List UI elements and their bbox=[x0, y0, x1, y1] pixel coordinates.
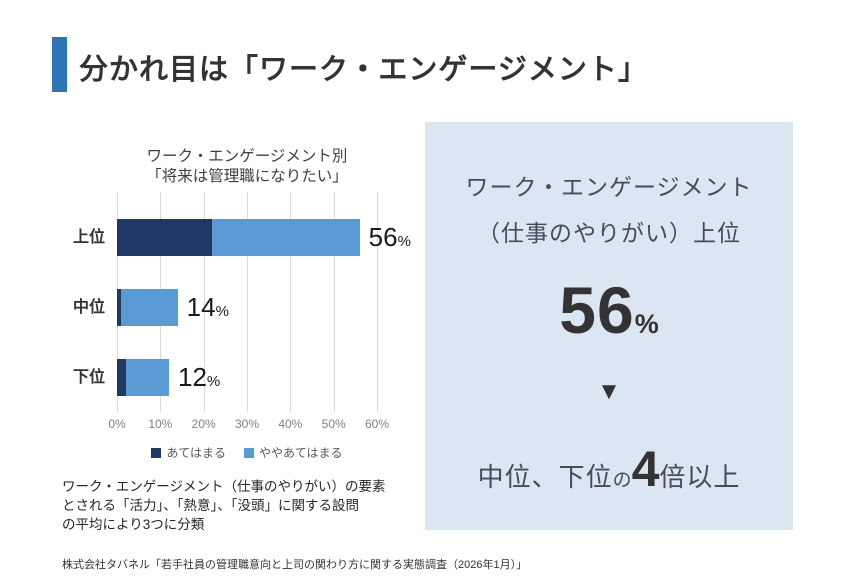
total-unit: % bbox=[215, 303, 229, 320]
chart-footnote: ワーク・エンゲージメント（仕事のやりがい）の要素 とされる「活力」、「熱意」、「… bbox=[62, 477, 434, 534]
bar-row: 中位 14% bbox=[73, 289, 377, 326]
conclusion-multiplier: 4 bbox=[631, 441, 660, 497]
bar-row: 上位 56% bbox=[73, 219, 411, 256]
title-accent-bar bbox=[52, 37, 67, 92]
total-label: 56% bbox=[369, 219, 411, 260]
x-tick-label: 20% bbox=[191, 417, 216, 431]
gridline bbox=[333, 192, 335, 412]
legend-swatch-somewhat-agree bbox=[244, 447, 254, 458]
panel-heading-line1: ワーク・エンゲージメント bbox=[465, 174, 753, 200]
gridline bbox=[203, 192, 205, 412]
legend-label: あてはまる bbox=[166, 446, 226, 460]
chart-title-line2: 「将来は管理職になりたい」 bbox=[146, 168, 348, 185]
chart-title-line1: ワーク・エンゲージメント別 bbox=[146, 148, 348, 165]
panel-number-unit: % bbox=[634, 309, 659, 339]
source-note: 株式会社タバネル「若手社員の管理職意向と上司の関わり方に関する実態調査（2026… bbox=[62, 559, 528, 571]
x-axis: 0% 10% 20% 30% 40% 50% 60% bbox=[108, 417, 389, 433]
panel-big-number: 56% bbox=[425, 272, 793, 348]
category-label: 下位 bbox=[72, 369, 105, 386]
gridline bbox=[247, 192, 248, 412]
bar-segment-somewhat-agree bbox=[212, 219, 360, 256]
total-label: 12% bbox=[178, 359, 220, 400]
footnote-line: とされる「活力」、「熱意」、「没頭」に関する設問 bbox=[62, 498, 359, 513]
total-unit: % bbox=[397, 233, 411, 250]
gridline bbox=[377, 192, 378, 412]
conclusion-prefix: 中位、下位 bbox=[477, 462, 613, 492]
total-value: 56 bbox=[368, 222, 398, 252]
total-label: 14% bbox=[187, 289, 229, 330]
bar-segment-agree bbox=[117, 359, 126, 396]
bar-segment-somewhat-agree bbox=[125, 359, 169, 396]
total-unit: % bbox=[206, 373, 221, 390]
conclusion-particle: の bbox=[612, 470, 632, 491]
panel-heading-line2: （仕事のやりがい）上位 bbox=[477, 220, 741, 246]
bar-segment-agree bbox=[117, 219, 213, 256]
down-arrow-icon: ▼ bbox=[597, 378, 621, 405]
x-tick-label: 60% bbox=[364, 417, 390, 431]
insight-panel: ワーク・エンゲージメント （仕事のやりがい）上位 56% ▼ 中位、下位の4倍以… bbox=[425, 122, 793, 530]
panel-conclusion: 中位、下位の4倍以上 bbox=[425, 440, 793, 498]
chart-title: ワーク・エンゲージメント別 「将来は管理職になりたい」 bbox=[77, 147, 417, 187]
legend-item: ややあてはまる bbox=[244, 444, 343, 461]
legend-swatch-agree bbox=[151, 447, 162, 458]
legend: あてはまる ややあてはまる bbox=[77, 444, 417, 461]
x-tick-label: 10% bbox=[148, 417, 173, 431]
bar-stack bbox=[117, 359, 169, 396]
bar-stack bbox=[117, 219, 360, 256]
bar-segment-agree bbox=[117, 289, 122, 326]
total-value: 12 bbox=[178, 362, 207, 392]
category-label: 中位 bbox=[72, 299, 105, 316]
x-tick-label: 30% bbox=[234, 417, 260, 431]
bar-stack bbox=[117, 289, 178, 326]
footnote-line: ワーク・エンゲージメント（仕事のやりがい）の要素 bbox=[62, 479, 386, 494]
x-tick-label: 0% bbox=[108, 417, 126, 431]
legend-label: ややあてはまる bbox=[259, 446, 343, 460]
total-value: 14 bbox=[186, 292, 216, 322]
x-tick-label: 40% bbox=[278, 417, 303, 431]
gridline bbox=[290, 192, 292, 412]
bar-segment-somewhat-agree bbox=[121, 289, 178, 326]
conclusion-suffix: 倍以上 bbox=[659, 462, 741, 492]
panel-number-value: 56 bbox=[559, 273, 635, 347]
plot-area: 上位 56% 中位 14% 下位 12% bbox=[73, 192, 411, 412]
footnote-line: の平均により3つに分類 bbox=[62, 517, 205, 532]
page-title: 分かれ目は「ワーク・エンゲージメント」 bbox=[79, 54, 648, 86]
bar-row: 下位 12% bbox=[73, 359, 377, 396]
x-tick-label: 50% bbox=[321, 417, 346, 431]
legend-item: あてはまる bbox=[151, 444, 226, 461]
category-label: 上位 bbox=[72, 229, 105, 246]
